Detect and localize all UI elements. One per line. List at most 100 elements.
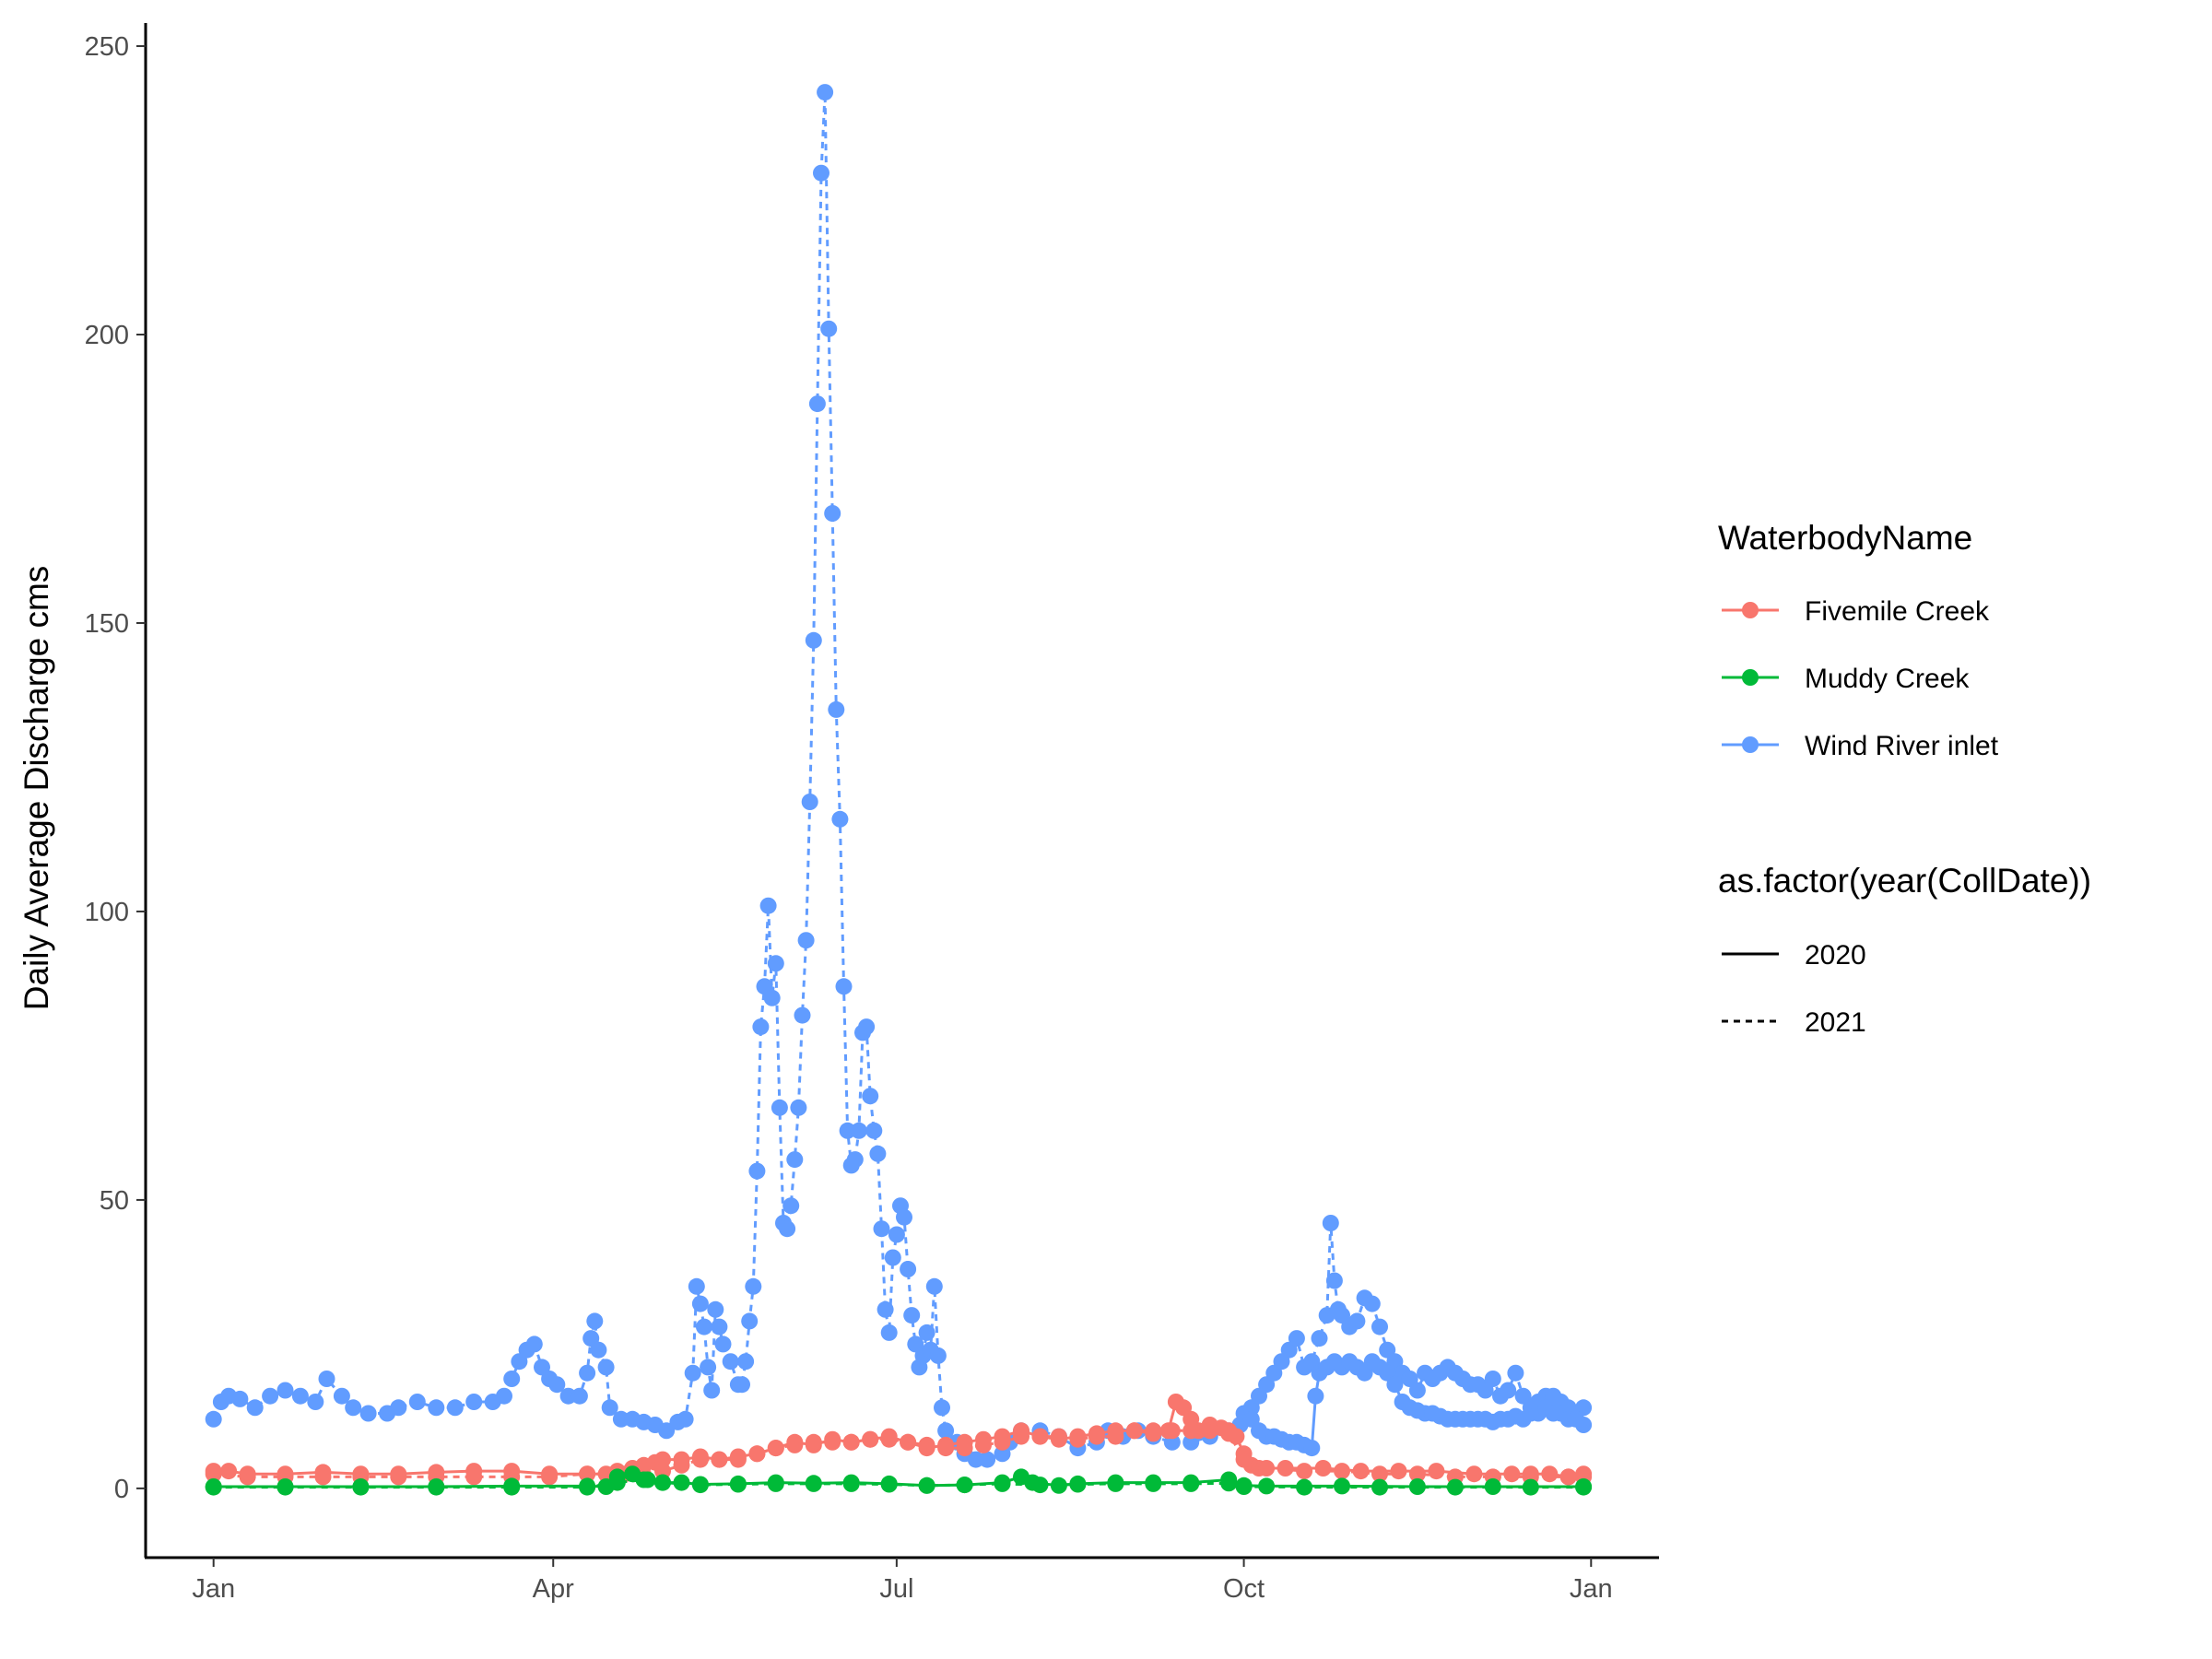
data-point	[967, 1451, 984, 1468]
data-point	[700, 1359, 717, 1376]
data-point	[808, 395, 826, 413]
data-point	[801, 794, 818, 810]
data-point	[714, 1335, 732, 1353]
data-point	[1050, 1428, 1067, 1445]
data-point	[205, 1465, 222, 1483]
data-point	[925, 1277, 943, 1295]
data-point	[748, 1445, 766, 1463]
data-point	[548, 1376, 566, 1394]
data-point	[579, 1478, 596, 1496]
data-point	[1348, 1312, 1366, 1330]
data-point	[918, 1324, 935, 1341]
data-point	[767, 1440, 784, 1457]
data-point	[503, 1478, 521, 1496]
y-tick-label: 150	[85, 609, 129, 639]
data-point	[842, 1433, 860, 1451]
data-point	[205, 1410, 222, 1428]
data-point	[601, 1399, 618, 1417]
data-point	[763, 989, 781, 1006]
data-point	[1182, 1475, 1200, 1492]
data-point	[797, 932, 815, 949]
data-point	[934, 1399, 950, 1417]
data-point	[862, 1088, 879, 1105]
data-point	[842, 1475, 860, 1492]
data-point	[1503, 1465, 1521, 1483]
data-point	[359, 1405, 377, 1422]
data-point	[390, 1399, 407, 1417]
data-point	[465, 1468, 483, 1486]
data-point	[737, 1353, 755, 1371]
data-point	[1500, 1382, 1517, 1399]
data-point	[831, 810, 849, 828]
data-point	[817, 84, 834, 101]
data-point	[1107, 1428, 1124, 1445]
data-point	[1013, 1428, 1030, 1445]
data-point	[428, 1399, 445, 1417]
data-point	[862, 1430, 879, 1448]
data-point	[307, 1394, 324, 1410]
data-point	[1428, 1463, 1445, 1480]
data-point	[579, 1364, 596, 1382]
data-point	[767, 1475, 784, 1492]
legend-item: Wind River inlet	[1722, 731, 1999, 761]
data-point	[956, 1440, 973, 1457]
data-point	[994, 1433, 1011, 1451]
data-point	[1145, 1422, 1162, 1440]
data-point	[696, 1318, 712, 1335]
data-point	[571, 1387, 588, 1405]
data-point	[1465, 1465, 1483, 1483]
data-point	[673, 1456, 690, 1474]
data-point	[1031, 1477, 1049, 1494]
data-point	[865, 1122, 883, 1139]
data-point	[869, 1145, 887, 1162]
data-point	[1522, 1478, 1539, 1496]
legend-key-point	[1742, 669, 1759, 686]
data-point	[1296, 1463, 1313, 1480]
data-point	[1182, 1422, 1200, 1440]
legend-title-color: WaterbodyName	[1718, 519, 1972, 557]
legend-item: Muddy Creek	[1722, 664, 1970, 694]
data-point	[937, 1422, 955, 1440]
data-point	[597, 1359, 615, 1376]
data-point	[900, 1261, 917, 1277]
data-point	[1031, 1428, 1049, 1445]
legend-label: Wind River inlet	[1805, 731, 1999, 761]
y-axis-ticks: 0 50 100 150 200 250	[85, 32, 146, 1504]
data-point	[1296, 1478, 1313, 1496]
data-point	[752, 1018, 770, 1036]
data-point	[1220, 1425, 1238, 1442]
data-point	[345, 1399, 362, 1417]
data-point	[805, 631, 822, 649]
data-point	[390, 1468, 407, 1486]
data-point	[1408, 1382, 1426, 1399]
data-point	[677, 1410, 694, 1428]
data-point	[880, 1430, 898, 1448]
data-point	[1371, 1465, 1388, 1483]
data-point	[428, 1478, 445, 1496]
data-point	[711, 1451, 728, 1468]
data-point	[691, 1451, 709, 1468]
data-point	[1484, 1478, 1501, 1495]
data-point	[873, 1220, 890, 1238]
y-tick-label: 100	[85, 898, 129, 927]
data-point	[1125, 1422, 1143, 1440]
data-point	[333, 1387, 350, 1405]
series-line	[213, 1477, 1584, 1489]
data-point	[239, 1468, 256, 1486]
data-point	[900, 1433, 917, 1451]
data-point	[937, 1440, 955, 1457]
data-point	[1352, 1463, 1370, 1480]
y-tick-label: 0	[114, 1475, 129, 1504]
data-point	[465, 1394, 483, 1410]
legend-label: Muddy Creek	[1805, 664, 1970, 694]
x-tick-label: Jul	[879, 1574, 913, 1604]
data-point	[888, 1226, 905, 1243]
data-point	[1575, 1417, 1593, 1433]
data-point	[786, 1436, 804, 1453]
y-tick-label: 200	[85, 321, 129, 350]
data-point	[707, 1300, 724, 1318]
data-point	[729, 1451, 747, 1468]
data-point	[691, 1477, 709, 1494]
data-point	[691, 1295, 709, 1312]
